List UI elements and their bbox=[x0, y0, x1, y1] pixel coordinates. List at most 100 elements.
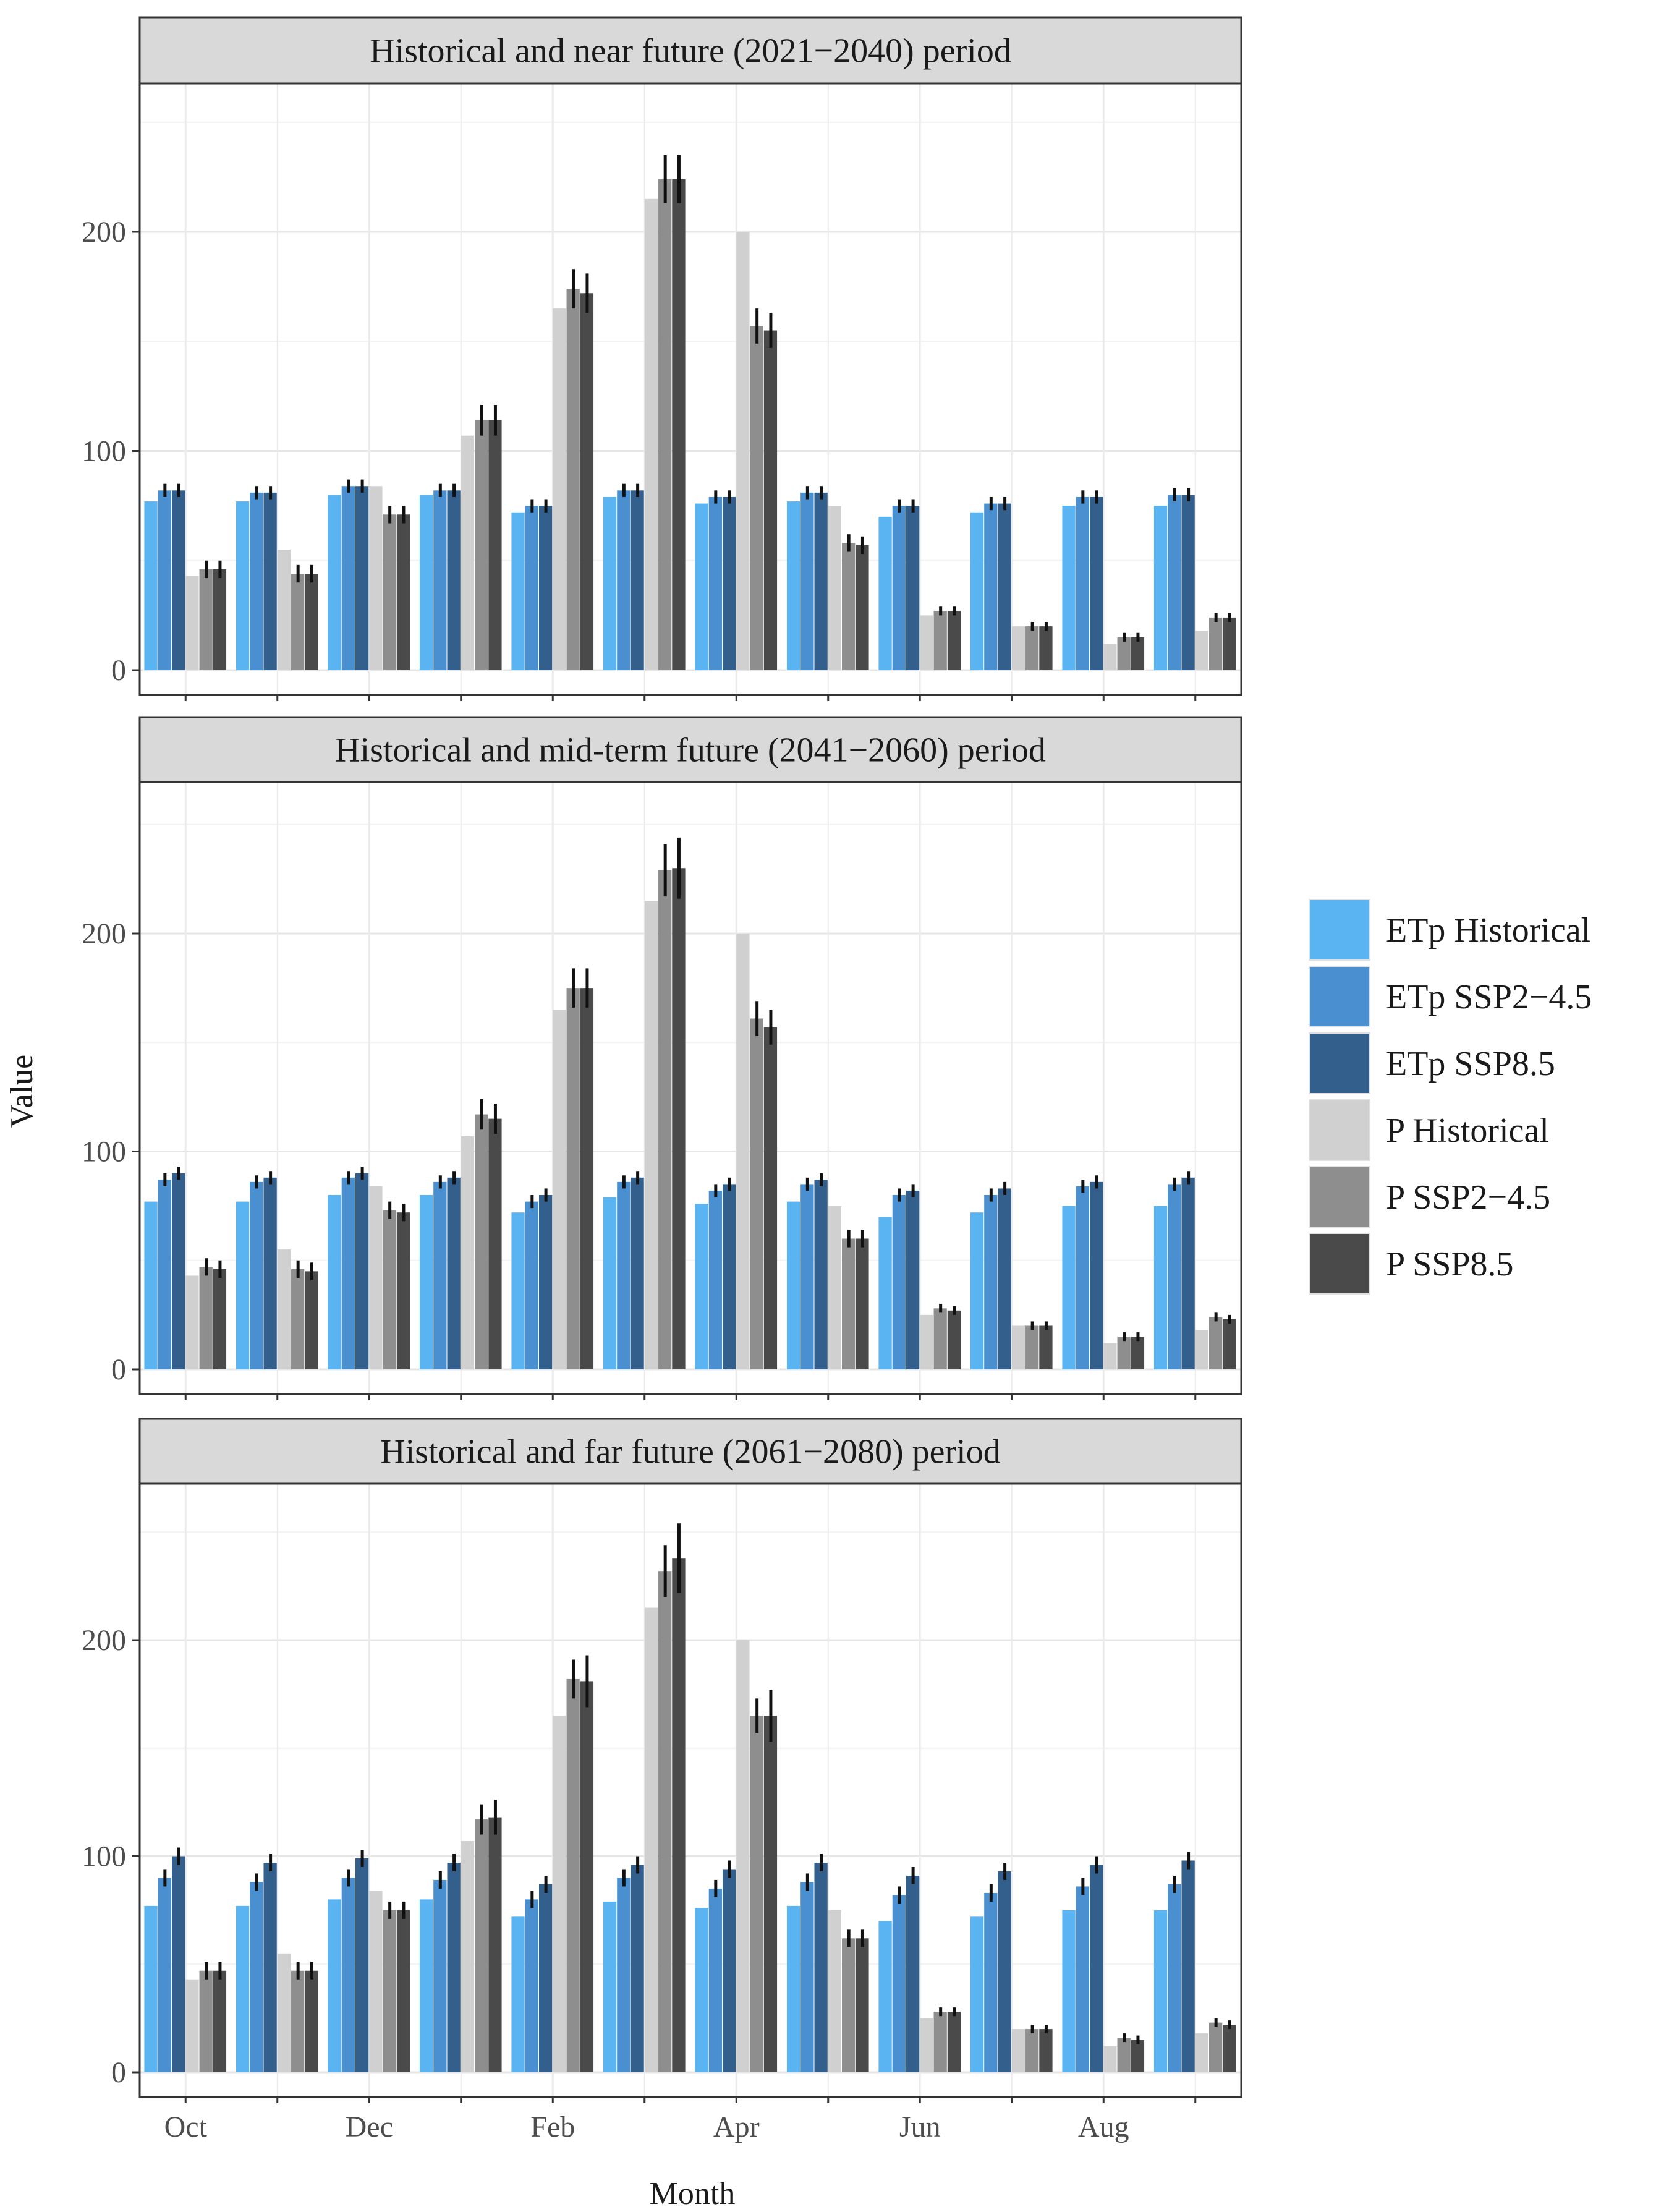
legend-label: P SSP8.5 bbox=[1386, 1245, 1514, 1283]
bar-jan-6 bbox=[488, 420, 502, 670]
bar-jul-6 bbox=[1039, 1325, 1053, 1369]
bar-sep-6 bbox=[1223, 617, 1236, 670]
bar-nov-3 bbox=[263, 1177, 277, 1369]
bar-mar-2 bbox=[617, 1181, 631, 1369]
bar-jun-6 bbox=[947, 611, 961, 670]
y-tick-label: 200 bbox=[82, 216, 126, 249]
bar-apr-1 bbox=[695, 1908, 708, 2072]
bar-oct-4 bbox=[185, 576, 199, 670]
legend-label: ETp SSP2−4.5 bbox=[1386, 978, 1592, 1016]
bar-nov-5 bbox=[291, 1269, 305, 1369]
bar-nov-6 bbox=[305, 574, 318, 670]
bar-jul-5 bbox=[1025, 2029, 1039, 2072]
bar-jun-1 bbox=[878, 516, 892, 670]
bar-apr-1 bbox=[695, 503, 708, 670]
bar-dec-3 bbox=[355, 1858, 369, 2072]
bar-nov-4 bbox=[277, 1953, 291, 2072]
bar-apr-6 bbox=[763, 1027, 778, 1369]
bar-sep-5 bbox=[1209, 2022, 1223, 2072]
x-tick-label: Jun bbox=[899, 2111, 941, 2143]
bar-jun-4 bbox=[920, 1314, 933, 1369]
bar-jul-2 bbox=[984, 1892, 998, 2072]
y-tick-label: 0 bbox=[111, 2056, 126, 2089]
panel-2: Historical and mid-term future (2041−206… bbox=[82, 716, 1242, 1400]
bar-apr-5 bbox=[750, 1716, 763, 2072]
bar-jun-3 bbox=[906, 506, 920, 670]
bar-mar-6 bbox=[672, 179, 686, 670]
bar-feb-3 bbox=[538, 1195, 553, 1369]
bar-mar-3 bbox=[631, 1865, 644, 2072]
bar-jul-4 bbox=[1011, 1325, 1025, 1369]
bar-may-3 bbox=[814, 1180, 828, 1369]
bar-feb-2 bbox=[525, 1899, 538, 2072]
bar-mar-1 bbox=[603, 1901, 617, 2072]
bar-oct-3 bbox=[171, 1173, 185, 1369]
bar-feb-3 bbox=[538, 506, 553, 670]
bar-oct-2 bbox=[158, 1180, 171, 1369]
bar-jun-5 bbox=[933, 611, 947, 670]
shared-axes: Value Month bbox=[4, 1055, 735, 2211]
bar-nov-6 bbox=[305, 1271, 318, 1369]
legend-key bbox=[1309, 1166, 1370, 1228]
bar-apr-5 bbox=[750, 326, 763, 670]
bar-jun-1 bbox=[878, 1921, 892, 2072]
bar-oct-1 bbox=[144, 1905, 158, 2072]
bar-mar-1 bbox=[603, 1197, 617, 1369]
panel-border bbox=[138, 1482, 1242, 2098]
bar-may-5 bbox=[842, 543, 856, 670]
x-tick-label: Dec bbox=[346, 2111, 393, 2143]
bar-feb-4 bbox=[553, 1010, 566, 1369]
bar-apr-2 bbox=[708, 1888, 722, 2072]
bar-feb-2 bbox=[525, 506, 538, 670]
bar-mar-6 bbox=[672, 1558, 686, 2072]
bar-sep-2 bbox=[1168, 1184, 1181, 1369]
bar-jan-3 bbox=[447, 1862, 461, 2072]
y-tick-label: 100 bbox=[82, 1136, 126, 1168]
y-tick-label: 100 bbox=[82, 1840, 126, 1873]
plot-background bbox=[140, 83, 1241, 695]
bar-jul-4 bbox=[1011, 626, 1025, 670]
bar-mar-4 bbox=[644, 1607, 658, 2072]
bar-jan-1 bbox=[419, 1899, 433, 2072]
bar-dec-6 bbox=[396, 1212, 410, 1369]
bar-aug-4 bbox=[1103, 2046, 1117, 2072]
bar-dec-6 bbox=[396, 514, 410, 670]
bar-mar-5 bbox=[658, 870, 672, 1369]
bar-aug-6 bbox=[1131, 637, 1145, 670]
bar-may-6 bbox=[856, 545, 869, 670]
bar-jul-4 bbox=[1011, 2029, 1025, 2072]
panel-border bbox=[138, 82, 1242, 696]
legend-key bbox=[1309, 966, 1370, 1027]
bar-feb-1 bbox=[511, 1916, 525, 2072]
panel-3: Historical and far future (2061−2080) pe… bbox=[82, 1418, 1242, 2143]
bar-dec-2 bbox=[341, 1177, 355, 1369]
bar-jan-6 bbox=[488, 1118, 502, 1369]
legend-key bbox=[1309, 1099, 1370, 1161]
bar-aug-3 bbox=[1089, 1181, 1103, 1369]
bar-jan-5 bbox=[475, 1819, 488, 2072]
bar-jun-2 bbox=[892, 1195, 906, 1369]
bar-apr-6 bbox=[763, 330, 778, 670]
bar-oct-1 bbox=[144, 501, 158, 670]
bar-dec-4 bbox=[369, 1891, 383, 2072]
legend-item: P SSP2−4.5 bbox=[1309, 1166, 1550, 1228]
bar-jun-5 bbox=[933, 2012, 947, 2072]
bar-dec-5 bbox=[383, 1910, 396, 2072]
bar-sep-6 bbox=[1223, 2025, 1236, 2072]
legend-item: ETp Historical bbox=[1309, 899, 1590, 961]
bar-may-2 bbox=[800, 1882, 814, 2072]
bar-jul-3 bbox=[998, 503, 1011, 670]
bar-jun-4 bbox=[920, 2018, 933, 2072]
bar-sep-1 bbox=[1153, 1910, 1168, 2072]
bar-sep-4 bbox=[1195, 631, 1209, 670]
legend-label: ETp SSP8.5 bbox=[1386, 1045, 1555, 1083]
y-tick-label: 0 bbox=[111, 654, 126, 687]
bar-oct-3 bbox=[171, 1856, 185, 2072]
legend-item: ETp SSP8.5 bbox=[1309, 1032, 1555, 1094]
bar-mar-5 bbox=[658, 179, 672, 670]
bar-dec-6 bbox=[396, 1910, 410, 2072]
bar-nov-1 bbox=[236, 1905, 250, 2072]
bar-feb-5 bbox=[566, 1678, 580, 2072]
bar-oct-5 bbox=[199, 569, 213, 670]
bar-may-4 bbox=[828, 1206, 842, 1369]
